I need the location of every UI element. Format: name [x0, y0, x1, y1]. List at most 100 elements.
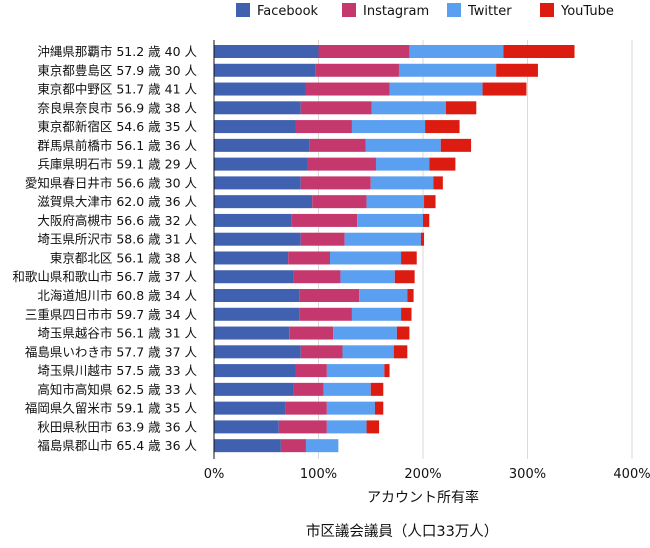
legend-swatch	[342, 3, 356, 17]
category-label: 埼玉県越谷市 56.1 歳 31 人	[37, 326, 197, 341]
bar-segment-instagram	[293, 270, 341, 284]
bar-segment-twitter	[357, 213, 423, 227]
category-label: 兵庫県明石市 59.1 歳 29 人	[37, 157, 197, 172]
bar-row	[214, 45, 575, 58]
bar-segment-instagram	[289, 326, 334, 340]
bar-segment-instagram	[300, 232, 345, 246]
bar-segment-twitter	[323, 382, 371, 396]
bar-segment-twitter	[333, 326, 397, 340]
bar-segment-youtube	[503, 45, 575, 58]
bar-segment-youtube	[482, 82, 527, 96]
bar-segment-twitter	[366, 195, 425, 209]
legend-label: Instagram	[363, 4, 429, 19]
legend-label: Facebook	[257, 4, 319, 19]
chart-title: 市区議会議員（人口33万人）	[306, 522, 498, 540]
category-label: 福島県郡山市 65.4 歳 36 人	[37, 438, 197, 453]
bar-segment-instagram	[300, 101, 372, 115]
bar-row	[214, 82, 527, 96]
legend-item-twitter: Twitter	[447, 3, 512, 19]
bar-segment-twitter	[409, 45, 504, 58]
bar-row	[214, 270, 415, 284]
category-label: 東京都新宿区 54.6 歳 35 人	[37, 119, 197, 134]
category-label: 群馬県前橋市 56.1 歳 36 人	[37, 138, 197, 153]
bar-segment-facebook	[214, 307, 300, 321]
category-label: 福岡県久留米市 59.1 歳 35 人	[25, 401, 198, 416]
bar-row	[214, 382, 384, 396]
bar-row	[214, 326, 410, 340]
bar-segment-youtube	[374, 401, 384, 415]
bar-segment-twitter	[326, 364, 385, 378]
legend-label: Twitter	[467, 4, 512, 19]
bar-segment-facebook	[214, 326, 290, 340]
x-tick-label: 200%	[404, 467, 441, 482]
bar-row	[214, 176, 443, 190]
bar-row	[214, 345, 408, 359]
bar-segment-twitter	[351, 307, 402, 321]
x-tick-label: 0%	[204, 467, 225, 482]
bar-segment-twitter	[326, 420, 367, 434]
bar-row	[214, 289, 414, 303]
bar-segment-facebook	[214, 364, 296, 378]
bar-segment-instagram	[295, 120, 352, 134]
bar-segment-instagram	[295, 364, 327, 378]
bar-segment-youtube	[440, 138, 472, 152]
bar-segment-youtube	[433, 176, 443, 190]
bar-segment-instagram	[278, 420, 327, 434]
legend-swatch	[447, 3, 461, 17]
bar-segment-twitter	[359, 289, 408, 303]
x-tick-label: 100%	[300, 467, 337, 482]
bar-row	[214, 307, 412, 321]
bar-segment-youtube	[425, 120, 460, 134]
bar-row	[214, 439, 339, 453]
bar-segment-instagram	[309, 138, 366, 152]
bar-segment-youtube	[393, 345, 408, 359]
legend-swatch	[540, 3, 554, 17]
category-label: 秋田県秋田市 63.9 歳 36 人	[37, 419, 197, 434]
legend: Facebook Instagram Twitter YouTube	[236, 3, 614, 19]
bar-segment-instagram	[300, 345, 343, 359]
bar-segment-instagram	[315, 63, 399, 77]
bar-row	[214, 420, 380, 434]
bar-segment-youtube	[401, 251, 417, 265]
bar-segment-twitter	[370, 176, 434, 190]
bar-segment-instagram	[299, 307, 352, 321]
x-tick-labels: 0% 100% 200% 300% 400%	[204, 467, 650, 482]
bar-segment-instagram	[293, 382, 324, 396]
bar-segment-facebook	[214, 251, 289, 265]
category-label: 東京都中野区 51.7 歳 41 人	[37, 82, 197, 97]
bar-segment-twitter	[389, 82, 483, 96]
bar-segment-twitter	[351, 120, 426, 134]
bar-segment-twitter	[375, 157, 430, 171]
bar-segment-facebook	[214, 157, 308, 171]
bar-segment-instagram	[318, 45, 410, 58]
bar-segment-facebook	[214, 195, 313, 209]
bar-segment-facebook	[214, 289, 300, 303]
category-label: 沖縄県那覇市 51.2 歳 40 人	[37, 44, 197, 59]
category-label: 埼玉県所沢市 58.6 歳 31 人	[37, 232, 197, 247]
bar-segment-facebook	[214, 138, 310, 152]
category-label: 東京都北区 56.1 歳 38 人	[50, 250, 198, 265]
bar-row	[214, 195, 436, 209]
bar-row	[214, 232, 425, 246]
bar-segment-youtube	[396, 326, 410, 340]
bar-segment-instagram	[299, 289, 360, 303]
bar-segment-facebook	[214, 101, 301, 115]
category-label: 和歌山県和歌山市 56.7 歳 37 人	[12, 269, 197, 284]
category-label: 福島県いわき市 57.7 歳 37 人	[25, 344, 198, 359]
bar-segment-youtube	[423, 213, 430, 227]
category-label: 埼玉県川越市 57.5 歳 33 人	[37, 363, 197, 378]
bar-segment-twitter	[344, 232, 421, 246]
x-tick-label: 300%	[509, 467, 546, 482]
category-label: 東京都豊島区 57.9 歳 30 人	[37, 63, 197, 78]
category-label: 奈良県奈良市 56.9 歳 38 人	[37, 100, 197, 115]
legend-item-instagram: Instagram	[342, 3, 429, 19]
bar-row	[214, 213, 430, 227]
bar-segment-instagram	[307, 157, 376, 171]
bar-segment-instagram	[280, 439, 306, 453]
bar-segment-facebook	[214, 45, 319, 58]
bar-segment-twitter	[398, 63, 497, 77]
bar-segment-youtube	[394, 270, 415, 284]
bar-segment-youtube	[445, 101, 477, 115]
